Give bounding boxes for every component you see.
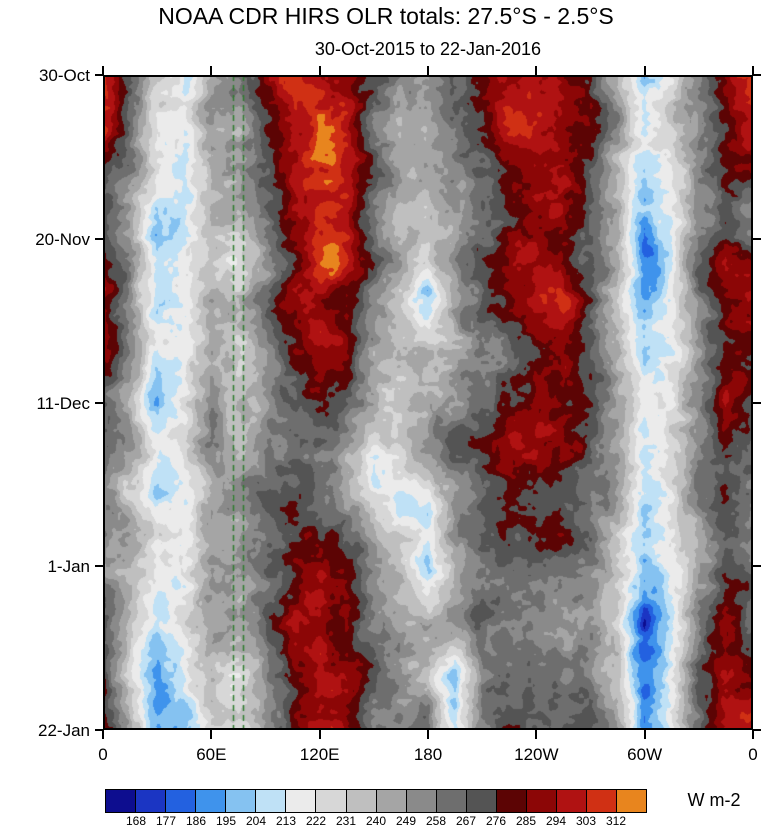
colorbar-tick-label: 231 <box>335 814 357 828</box>
y-axis-tick <box>95 565 103 568</box>
y-axis-tick <box>753 237 761 240</box>
colorbar-tick-label: 285 <box>515 814 537 828</box>
colorbar-swatch <box>226 790 257 812</box>
x-axis-tick <box>318 730 321 739</box>
colorbar-tick-label: 276 <box>485 814 507 828</box>
colorbar-tick-label: 258 <box>425 814 447 828</box>
colorbar-tick-label: 195 <box>215 814 237 828</box>
x-axis-tick <box>643 66 646 75</box>
y-axis-tick-label: 11-Dec <box>36 393 90 413</box>
colorbar-swatch <box>256 790 287 812</box>
olr-heatmap-canvas <box>103 75 753 730</box>
colorbar-swatch <box>286 790 317 812</box>
plot-area <box>103 75 753 730</box>
colorbar-swatch <box>436 790 467 812</box>
x-axis-tick <box>535 66 538 75</box>
colorbar-tick-label: 249 <box>395 814 417 828</box>
colorbar-tick-label: 303 <box>575 814 597 828</box>
y-axis-tick <box>95 237 103 240</box>
x-axis-tick-label: 120E <box>299 745 340 764</box>
colorbar-tick-label: 240 <box>365 814 387 828</box>
colorbar-swatch <box>526 790 557 812</box>
colorbar-tick-label: 294 <box>545 814 567 828</box>
colorbar-swatch <box>196 790 227 812</box>
colorbar-tick-label: 222 <box>305 814 327 828</box>
y-axis-tick <box>753 729 761 731</box>
y-axis-tick-label: 20-Nov <box>35 229 90 249</box>
colorbar-swatch <box>617 790 647 812</box>
colorbar <box>105 789 647 813</box>
colorbar-swatch <box>136 790 167 812</box>
x-axis-tick-label: 0 <box>98 745 108 764</box>
x-axis-tick <box>210 66 213 75</box>
y-axis-tick <box>95 74 103 76</box>
x-axis-tick <box>102 66 104 75</box>
colorbar-tick-label: 312 <box>605 814 627 828</box>
y-axis-tick-label: 30-Oct <box>38 66 90 85</box>
y-axis-tick <box>753 565 761 568</box>
x-axis-tick <box>752 730 754 739</box>
x-axis-tick-label: 180 <box>413 745 443 764</box>
colorbar-tick-label: 204 <box>245 814 267 828</box>
x-axis-tick-label: 60W <box>627 745 663 764</box>
colorbar-swatch <box>587 790 618 812</box>
colorbar-swatch <box>466 790 497 812</box>
x-axis-tick <box>102 730 104 739</box>
x-axis-tick <box>643 730 646 739</box>
colorbar-swatch <box>166 790 197 812</box>
colorbar-tick-label: 168 <box>125 814 147 828</box>
colorbar-swatch <box>556 790 587 812</box>
colorbar-tick-label: 267 <box>455 814 477 828</box>
colorbar-swatch <box>346 790 377 812</box>
colorbar-swatch <box>406 790 437 812</box>
colorbar-tick-label: 186 <box>185 814 207 828</box>
x-axis-tick <box>427 730 429 739</box>
y-axis-tick <box>753 74 761 76</box>
x-axis-tick <box>210 730 213 739</box>
y-axis-tick <box>95 401 103 404</box>
chart-title: NOAA CDR HIRS OLR totals: 27.5°S - 2.5°S <box>158 3 614 29</box>
chart-subtitle: 30-Oct-2015 to 22-Jan-2016 <box>314 39 542 59</box>
y-axis-tick <box>753 401 761 404</box>
x-axis-tick <box>752 66 754 75</box>
colorbar-swatch <box>106 790 137 812</box>
x-axis-tick <box>427 66 429 75</box>
x-axis-tick-label: 60E <box>196 745 227 764</box>
colorbar-tick-label: 177 <box>155 814 177 828</box>
y-axis-tick <box>95 729 103 731</box>
colorbar-tick-label: 213 <box>275 814 297 828</box>
x-axis-tick-label: 120W <box>514 745 559 764</box>
y-axis-tick-label: 22-Jan <box>38 721 90 740</box>
y-axis-tick-label: 1-Jan <box>47 557 90 577</box>
colorbar-swatch <box>496 790 527 812</box>
colorbar-units-label: W m-2 <box>687 790 741 810</box>
x-axis-tick <box>318 66 321 75</box>
x-axis-tick <box>535 730 538 739</box>
colorbar-swatch <box>376 790 407 812</box>
x-axis-tick-label: 0 <box>748 745 758 764</box>
colorbar-swatch <box>316 790 347 812</box>
